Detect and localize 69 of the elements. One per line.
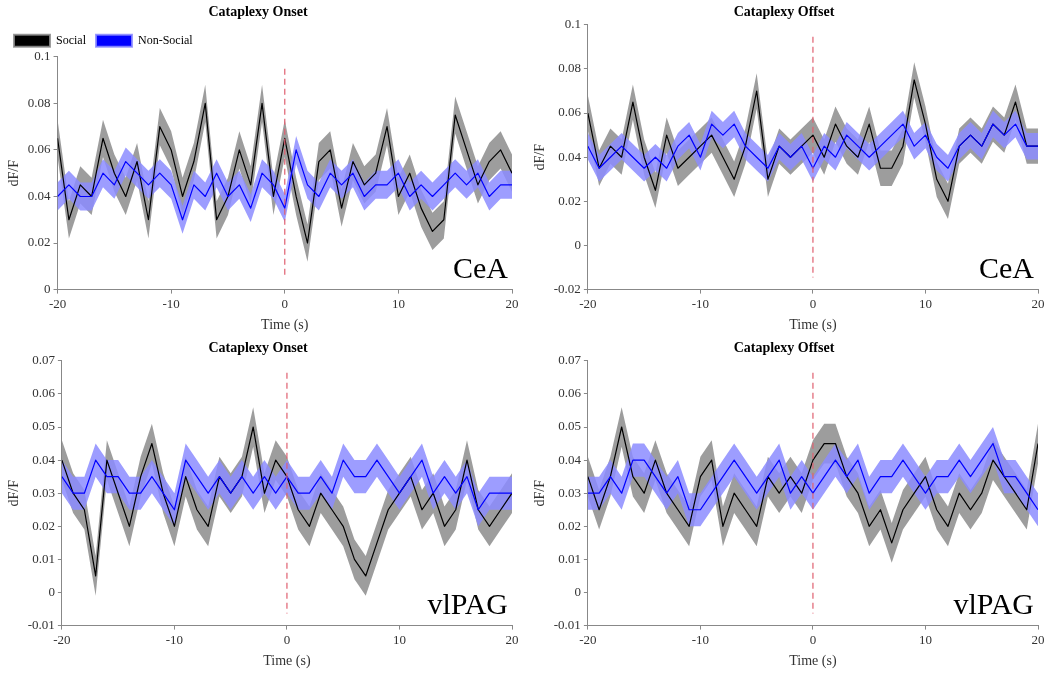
annotation: CeA <box>453 251 509 285</box>
y-tick-label: 0.06 <box>558 385 582 401</box>
y-tick-label: 0.01 <box>32 550 55 566</box>
y-tick-label: 0.05 <box>32 418 55 434</box>
legend-label: Non-Social <box>137 32 194 47</box>
y-tick-label: 0.03 <box>32 484 55 500</box>
y-tick-label: 0.08 <box>558 60 581 76</box>
x-tick-label: -10 <box>165 631 184 647</box>
y-tick-label: 0.04 <box>27 187 52 203</box>
x-tick-label: 20 <box>505 631 519 647</box>
y-tick-label: 0.04 <box>32 451 56 467</box>
x-tick-label: 0 <box>281 295 289 311</box>
x-tick-label: -20 <box>53 631 71 647</box>
annotation: vlPAG <box>427 587 508 621</box>
x-tick-label: 20 <box>505 295 519 311</box>
y-tick-label: 0.08 <box>27 94 51 110</box>
x-tick-label: 20 <box>1031 631 1045 647</box>
y-tick-label: 0.02 <box>32 517 55 533</box>
y-tick-label: 0.04 <box>558 451 582 467</box>
x-tick-label: -10 <box>691 631 710 647</box>
y-tick-label: 0.1 <box>564 16 581 32</box>
y-tick-label: 0.01 <box>558 550 581 566</box>
y-tick-label: 0.07 <box>558 352 582 368</box>
x-tick-label: 10 <box>391 295 405 311</box>
y-axis-title: dF/F <box>6 159 22 187</box>
y-axis-title: dF/F <box>532 143 548 171</box>
x-axis-title: Time (s) <box>789 653 837 670</box>
y-tick-label: 0 <box>574 583 581 599</box>
chart-title: Cataplexy Onset <box>208 4 308 20</box>
y-tick-label: 0.03 <box>558 484 581 500</box>
x-axis-title: Time (s) <box>789 317 837 334</box>
y-tick-label: 0.02 <box>558 192 581 208</box>
y-tick-label: 0.02 <box>27 234 51 250</box>
x-tick-label: 10 <box>918 631 932 647</box>
x-tick-label: -20 <box>579 295 597 311</box>
x-tick-label: -10 <box>691 295 710 311</box>
x-axis-title: Time (s) <box>261 317 309 334</box>
x-tick-label: 0 <box>809 295 817 311</box>
x-tick-label: 10 <box>918 295 932 311</box>
chart-title: Cataplexy Offset <box>733 340 835 356</box>
x-tick-label: -20 <box>48 295 67 311</box>
y-tick-label: 0.04 <box>558 148 582 164</box>
annotation: vlPAG <box>953 587 1034 621</box>
x-tick-label: 0 <box>809 631 817 647</box>
y-tick-label: -0.02 <box>553 281 581 297</box>
x-tick-label: -10 <box>162 295 180 311</box>
y-tick-label: 0.06 <box>32 385 56 401</box>
chart-title: Cataplexy Onset <box>208 340 308 356</box>
legend-label: Social <box>56 32 87 47</box>
y-tick-label: 0.07 <box>32 352 56 368</box>
chart-title: Cataplexy Offset <box>733 4 835 20</box>
y-tick-label: 0 <box>574 236 581 252</box>
y-axis-title: dF/F <box>6 479 22 507</box>
y-axis-title: dF/F <box>532 479 548 507</box>
y-tick-label: 0.05 <box>558 418 581 434</box>
x-axis-title: Time (s) <box>263 653 311 670</box>
y-tick-label: -0.01 <box>27 617 55 633</box>
y-tick-label: 0.02 <box>558 517 581 533</box>
x-tick-label: -20 <box>579 631 597 647</box>
x-tick-label: 10 <box>392 631 406 647</box>
x-tick-label: 20 <box>1031 295 1045 311</box>
y-tick-label: 0.1 <box>34 48 51 64</box>
y-tick-label: 0.06 <box>27 141 52 157</box>
y-tick-label: -0.01 <box>553 617 581 633</box>
y-tick-label: 0 <box>48 583 55 599</box>
annotation: CeA <box>979 251 1035 285</box>
y-tick-label: 0 <box>44 281 51 297</box>
y-tick-label: 0.06 <box>558 104 582 120</box>
x-tick-label: 0 <box>283 631 291 647</box>
